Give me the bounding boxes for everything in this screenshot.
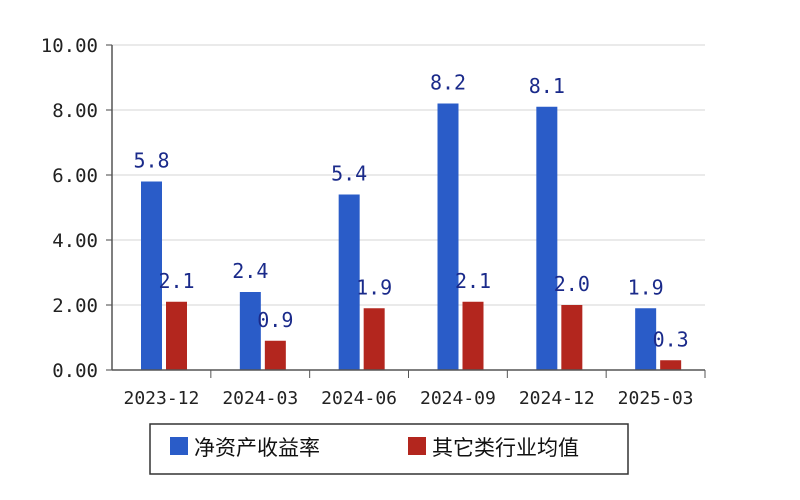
y-tick-label: 6.00 (52, 165, 98, 187)
legend-label-industry-avg: 其它类行业均值 (432, 436, 579, 460)
data-label-roe: 8.2 (430, 71, 466, 95)
data-label-industry-avg: 0.3 (653, 327, 689, 351)
bars (141, 103, 682, 370)
legend-label-roe: 净资产收益率 (194, 436, 320, 460)
bar-industry-avg (264, 340, 286, 370)
y-tick-label: 10.00 (41, 35, 98, 57)
data-label-industry-avg: 0.9 (257, 308, 293, 332)
grid-lines (112, 44, 705, 306)
y-tick-label: 8.00 (52, 100, 98, 122)
bar-industry-avg (660, 360, 682, 370)
data-label-industry-avg: 2.1 (158, 269, 194, 293)
legend-swatch-industry-avg (408, 437, 426, 455)
data-label-roe: 5.4 (331, 162, 367, 186)
bar-roe (536, 106, 558, 370)
data-labels: 5.8 2.4 5.4 8.2 8.1 1.9 2.1 0.9 1.9 2.1 2.0 0.3 (133, 71, 688, 352)
bar-roe (437, 103, 459, 370)
bar-industry-avg (462, 301, 484, 370)
y-tick-label: 2.00 (52, 295, 98, 317)
y-tick-label: 4.00 (52, 230, 98, 252)
y-tick-label: 0.00 (52, 360, 98, 382)
x-tick-label: 2024-03 (222, 388, 298, 409)
legend: 净资产收益率 其它类行业均值 (149, 423, 629, 475)
x-tick-label: 2025-03 (618, 388, 694, 409)
data-label-roe: 8.1 (529, 74, 565, 98)
bar-roe (141, 181, 162, 370)
bar-roe (338, 194, 360, 370)
data-label-industry-avg: 2.0 (554, 272, 590, 296)
data-label-roe: 2.4 (232, 259, 268, 283)
data-label-roe: 1.9 (628, 275, 664, 299)
bar-roe (239, 292, 261, 370)
x-tick-label: 2024-12 (519, 388, 595, 409)
x-tick-label: 2023-12 (123, 388, 199, 409)
x-tick-label: 2024-06 (321, 388, 397, 409)
x-axis: 2023-12 2024-03 2024-06 2024-09 2024-12 2025-… (112, 369, 706, 409)
x-tick-label: 2024-09 (420, 388, 496, 409)
bar-industry-avg (166, 301, 187, 370)
data-label-industry-avg: 2.1 (455, 269, 491, 293)
data-label-industry-avg: 1.9 (356, 275, 392, 299)
data-label-roe: 5.8 (133, 149, 169, 173)
y-axis: 0.00 2.00 4.00 6.00 8.00 10.00 (41, 35, 113, 382)
legend-box (149, 423, 629, 475)
bar-industry-avg (561, 305, 583, 370)
legend-swatch-roe (170, 437, 188, 455)
bar-industry-avg (363, 308, 385, 370)
bar-roe (635, 308, 657, 370)
